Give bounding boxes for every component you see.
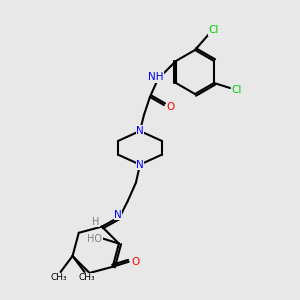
Text: CH₃: CH₃ (50, 274, 67, 283)
Text: O: O (132, 257, 140, 267)
Text: N: N (136, 160, 144, 170)
Text: O: O (167, 102, 175, 112)
Text: CH₃: CH₃ (78, 274, 95, 283)
Text: NH: NH (148, 72, 164, 82)
Text: Cl: Cl (209, 25, 219, 35)
Text: H: H (92, 217, 100, 226)
Text: HO: HO (87, 234, 102, 244)
Text: Cl: Cl (232, 85, 242, 95)
Text: N: N (114, 210, 122, 220)
Text: N: N (136, 126, 144, 136)
